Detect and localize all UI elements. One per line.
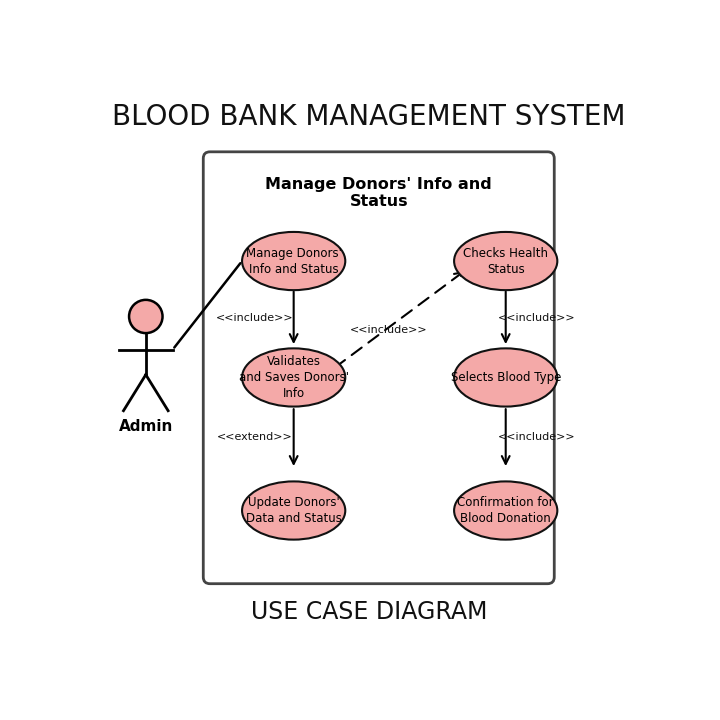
Text: Selects Blood Type: Selects Blood Type: [451, 371, 561, 384]
Text: Manage Donors'
Info and Status: Manage Donors' Info and Status: [246, 246, 341, 276]
Text: USE CASE DIAGRAM: USE CASE DIAGRAM: [251, 600, 487, 624]
Text: Update Donors'
Data and Status: Update Donors' Data and Status: [246, 496, 341, 525]
Text: <<include>>: <<include>>: [498, 432, 575, 442]
Ellipse shape: [242, 348, 346, 407]
Text: BLOOD BANK MANAGEMENT SYSTEM: BLOOD BANK MANAGEMENT SYSTEM: [112, 103, 626, 131]
Ellipse shape: [454, 482, 557, 539]
Circle shape: [129, 300, 163, 333]
Ellipse shape: [454, 232, 557, 290]
Ellipse shape: [242, 232, 346, 290]
Text: Checks Health
Status: Checks Health Status: [463, 246, 548, 276]
Text: Admin: Admin: [119, 419, 173, 434]
Text: <<extend>>: <<extend>>: [217, 432, 292, 442]
Text: <<include>>: <<include>>: [216, 312, 294, 323]
Text: Confirmation for
Blood Donation: Confirmation for Blood Donation: [457, 496, 554, 525]
Ellipse shape: [242, 482, 346, 539]
FancyBboxPatch shape: [203, 152, 554, 584]
Text: <<include>>: <<include>>: [498, 312, 575, 323]
Text: <<include>>: <<include>>: [350, 325, 428, 336]
Text: Validates
and Saves Donors'
Info: Validates and Saves Donors' Info: [238, 355, 348, 400]
Text: Manage Donors' Info and
Status: Manage Donors' Info and Status: [266, 176, 492, 209]
Ellipse shape: [454, 348, 557, 407]
